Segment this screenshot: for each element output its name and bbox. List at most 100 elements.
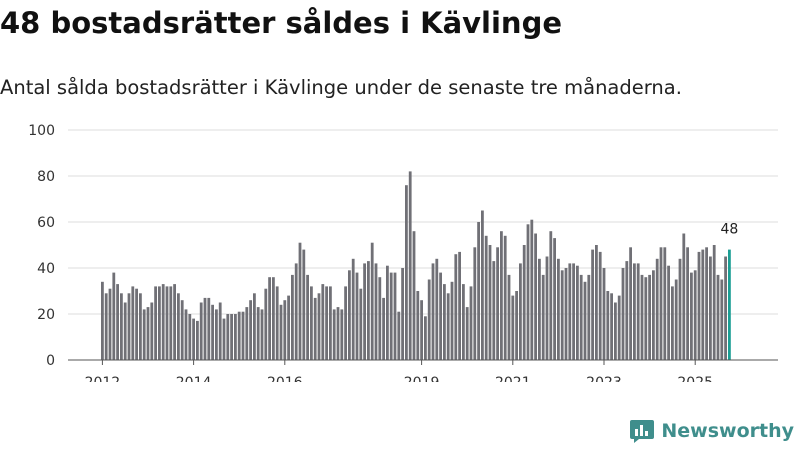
bar xyxy=(553,238,556,360)
bar xyxy=(576,265,579,360)
chart-title: 48 bostadsrätter såldes i Kävlinge xyxy=(0,6,563,40)
bar xyxy=(230,314,233,360)
bar xyxy=(199,302,203,360)
bar xyxy=(488,245,492,360)
bar xyxy=(180,300,184,360)
bar xyxy=(344,286,347,360)
bar xyxy=(389,272,393,360)
bar xyxy=(473,247,477,360)
bar xyxy=(526,224,530,360)
bar xyxy=(131,286,135,360)
bar xyxy=(583,281,587,360)
bar xyxy=(283,300,287,360)
bar xyxy=(150,302,154,360)
bar xyxy=(264,288,268,360)
bar xyxy=(515,291,518,360)
bar xyxy=(253,293,256,360)
bar xyxy=(382,297,385,360)
bar xyxy=(484,235,488,360)
bar xyxy=(302,249,306,360)
bar xyxy=(329,286,332,360)
bar xyxy=(207,297,211,360)
bar-chart: 0 20 40 60 80 100 2012 2014 2016 2019 2021 2023 202… xyxy=(28,123,778,382)
bar xyxy=(598,251,602,360)
bar xyxy=(325,286,328,360)
bar xyxy=(427,279,431,360)
bar xyxy=(450,281,454,360)
bar xyxy=(196,320,199,360)
bar xyxy=(686,247,689,360)
bar xyxy=(591,249,594,360)
x-tick-label: 2019 xyxy=(404,375,440,382)
x-tick-label: 2014 xyxy=(176,375,212,382)
bar xyxy=(557,258,560,360)
bar xyxy=(439,272,442,360)
x-tick-label: 2021 xyxy=(495,375,531,382)
bar xyxy=(272,277,275,360)
bar xyxy=(511,295,515,360)
bar xyxy=(218,302,222,360)
bar xyxy=(640,274,644,360)
bar xyxy=(120,293,123,360)
bar xyxy=(671,286,674,360)
bar xyxy=(348,270,351,360)
x-tick-label: 2023 xyxy=(586,375,622,382)
bar xyxy=(587,274,591,360)
bar xyxy=(724,256,727,360)
bar xyxy=(648,274,651,360)
bars xyxy=(101,171,731,360)
bar xyxy=(412,231,416,360)
bar xyxy=(636,263,640,360)
bar xyxy=(275,286,279,360)
bar xyxy=(321,284,325,360)
y-tick-label: 60 xyxy=(37,215,55,231)
bar xyxy=(625,261,629,360)
bar xyxy=(279,304,283,360)
bar xyxy=(462,284,465,360)
bar xyxy=(226,314,230,360)
bar xyxy=(424,316,427,360)
bar xyxy=(340,309,344,360)
x-tick-label: 2012 xyxy=(85,375,121,382)
bar xyxy=(222,318,226,360)
bar xyxy=(401,268,404,360)
x-tick-label: 2016 xyxy=(267,375,303,382)
bar xyxy=(606,291,610,360)
bar xyxy=(481,210,484,360)
bar xyxy=(659,247,663,360)
bar xyxy=(188,314,192,360)
bar xyxy=(549,231,553,360)
bar xyxy=(294,263,298,360)
bar xyxy=(709,256,712,360)
bar xyxy=(693,270,697,360)
bar xyxy=(416,291,420,360)
bar xyxy=(617,295,621,360)
bar xyxy=(716,274,720,360)
bar xyxy=(146,307,150,360)
bar xyxy=(336,307,340,360)
bar xyxy=(465,307,469,360)
bar xyxy=(359,288,363,360)
bar xyxy=(621,268,625,360)
bar xyxy=(108,288,112,360)
bar xyxy=(249,300,252,360)
bar xyxy=(177,293,180,360)
bar xyxy=(237,311,241,360)
bar xyxy=(234,314,237,360)
bar xyxy=(678,258,682,360)
bar xyxy=(579,274,583,360)
bar xyxy=(139,293,142,360)
bar xyxy=(260,309,264,360)
bar xyxy=(215,309,218,360)
bar xyxy=(291,274,294,360)
bar xyxy=(545,256,549,360)
bar xyxy=(355,272,359,360)
chart-subtitle: Antal sålda bostadsrätter i Kävlinge und… xyxy=(0,76,682,99)
y-tick-label: 80 xyxy=(37,169,55,185)
bar xyxy=(564,268,568,360)
bar xyxy=(241,311,245,360)
bar xyxy=(169,286,173,360)
bar xyxy=(568,263,572,360)
bar xyxy=(458,251,461,360)
bar xyxy=(351,258,355,360)
